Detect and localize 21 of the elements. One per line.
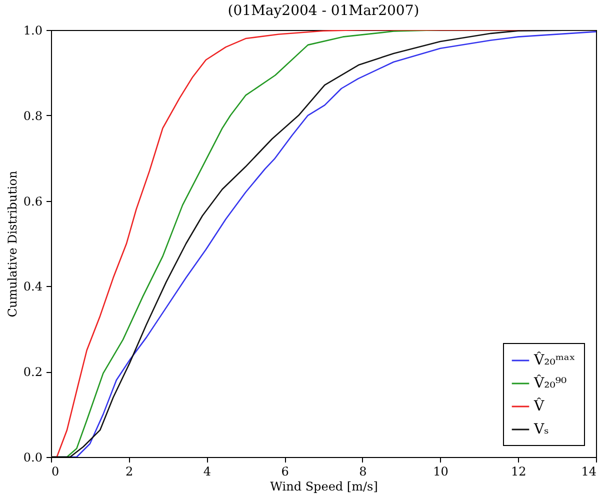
legend-label: Vₛ: [533, 422, 550, 438]
x-tick-label: 4: [203, 464, 212, 478]
x-tick-label: 10: [433, 464, 448, 478]
y-axis-title: Cumulative Distribution: [5, 170, 20, 318]
y-tick-label: 0.6: [23, 194, 42, 208]
legend-label: V̂: [533, 396, 545, 414]
y-tick-label: 0.0: [23, 450, 42, 464]
x-tick-label: 0: [52, 464, 60, 478]
y-tick-label: 0.2: [23, 365, 42, 380]
x-tick-label: 12: [511, 464, 526, 478]
chart-title: (01May2004 - 01Mar2007): [228, 3, 420, 19]
x-tick-label: 8: [359, 464, 367, 478]
legend-label: V̂₂₀ᵐᵃˣ: [533, 350, 576, 368]
x-tick-label: 14: [581, 464, 597, 478]
x-axis-title: Wind Speed [m/s]: [270, 480, 378, 494]
y-tick-label: 0.4: [23, 280, 43, 294]
x-tick-label: 6: [281, 464, 289, 478]
y-tick-label: 0.8: [23, 108, 42, 123]
legend-label: V̂₂₀⁹⁰: [533, 374, 567, 392]
y-tick-label: 1.0: [23, 24, 42, 38]
x-tick-label: 2: [126, 464, 134, 478]
